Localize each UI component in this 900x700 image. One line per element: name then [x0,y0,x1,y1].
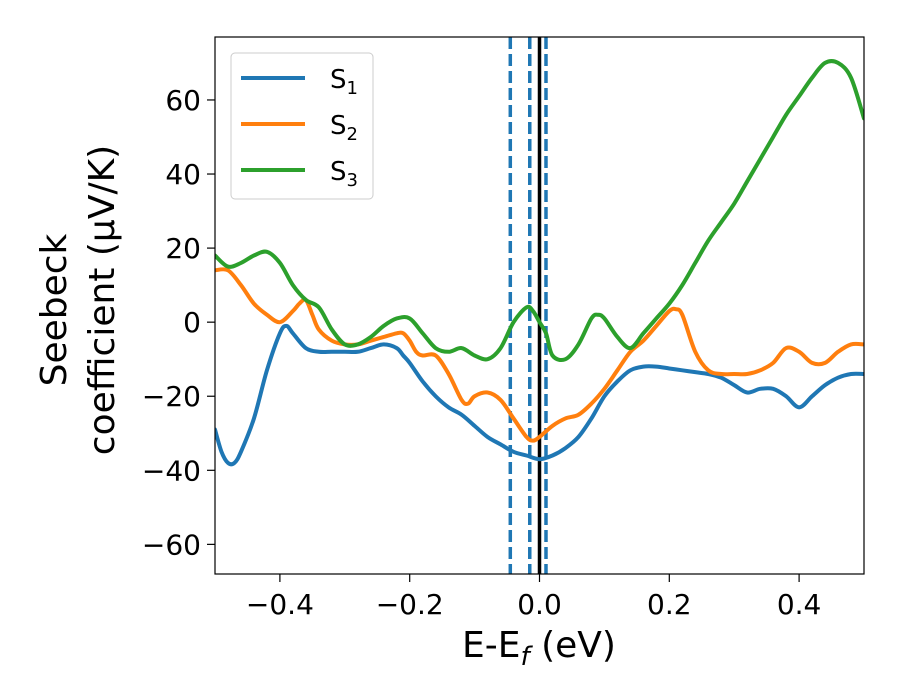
vertical-reference-lines [508,37,548,574]
x-tick-label: −0.2 [376,588,444,621]
series-line-s1 [215,323,864,467]
y-tick-label: 0 [183,306,201,339]
series-layer [215,59,864,467]
x-axis-label: E-Ef (eV) [462,625,616,672]
x-tick-label: 0.0 [517,588,562,621]
series-line-s3 [215,59,864,363]
x-axis-ticks: −0.4 −0.2 0.0 0.2 0.4 [246,574,821,621]
legend-label-s3: S3 [330,157,358,191]
x-tick-label: 0.4 [777,588,822,621]
y-tick-label: −20 [142,380,201,413]
y-tick-label: −40 [142,454,201,487]
y-axis-ticks: −60 −40 −20 0 20 40 60 [142,84,215,561]
legend-label-s1: S1 [330,65,358,99]
x-tick-label: 0.2 [647,588,692,621]
x-tick-label: −0.4 [246,588,314,621]
y-tick-label: 60 [165,84,201,117]
legend: S1 S2 S3 [230,52,374,200]
y-tick-label: 20 [165,232,201,265]
series-line-s2 [215,267,864,443]
y-tick-label: −60 [142,528,201,561]
y-axis-label-line2: coefficient (μV/K) [82,145,123,455]
y-axis-label-line1: Seebeck [34,233,75,386]
legend-label-s2: S2 [330,111,358,145]
y-tick-label: 40 [165,158,201,191]
x-axis-label-unit: (eV) [530,625,616,666]
